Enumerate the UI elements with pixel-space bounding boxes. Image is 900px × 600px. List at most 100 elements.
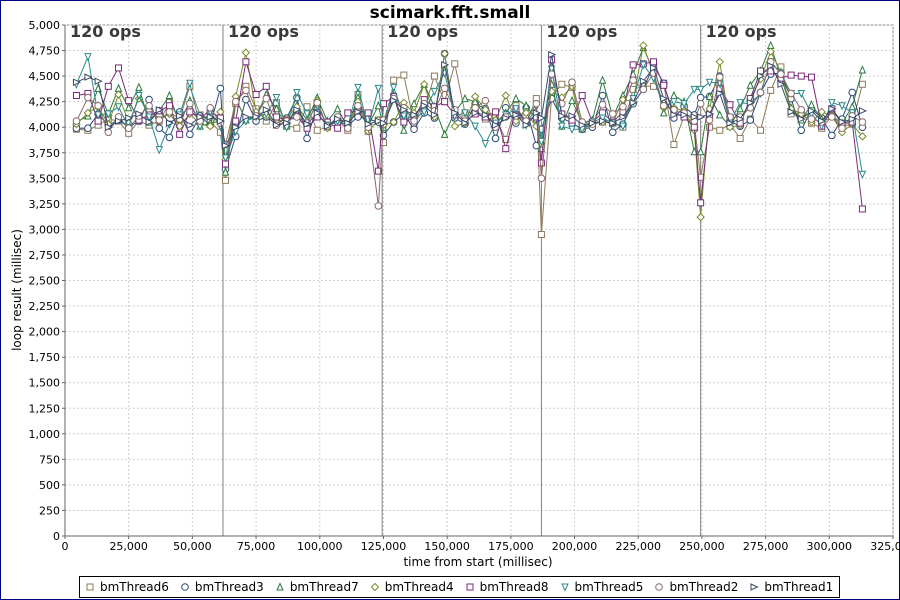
data-point [797, 126, 806, 135]
data-point [72, 117, 81, 125]
data-point [619, 102, 627, 111]
legend-item: bmThread6 [84, 580, 169, 594]
y-tick-label: 500 [39, 479, 60, 492]
data-point [420, 80, 429, 89]
data-point [502, 114, 511, 122]
legend-marker-icon [181, 583, 189, 591]
x-axis: 0 25,000 50,000 75,000 100,000 125,000 150,000… [62, 535, 900, 553]
data-point [619, 113, 628, 121]
data-point [512, 105, 520, 114]
data-point [481, 111, 491, 119]
data-point [440, 84, 449, 93]
phase-label: 120 ops [228, 22, 299, 41]
data-point [696, 93, 705, 102]
data-point [216, 84, 225, 93]
data-point [293, 106, 302, 114]
data-point [828, 105, 837, 113]
data-point [374, 202, 383, 210]
data-point [746, 116, 755, 124]
legend-item: bmThread2 [653, 580, 738, 594]
data-point [155, 116, 164, 124]
data-point [221, 167, 230, 176]
data-point [155, 146, 164, 155]
data-point [807, 73, 815, 81]
x-tick-label: 325,000 [870, 540, 900, 553]
data-point [481, 140, 490, 149]
data-point [736, 99, 744, 108]
data-point [313, 98, 322, 107]
data-point [537, 231, 545, 239]
data-point [705, 91, 714, 101]
data-point [588, 119, 598, 127]
data-point [293, 113, 301, 121]
legend-label: bmThread6 [100, 580, 169, 594]
data-point [858, 170, 867, 179]
data-point [145, 118, 154, 126]
data-point [757, 72, 766, 80]
data-point [858, 205, 866, 213]
data-point [175, 121, 184, 131]
data-point [598, 75, 607, 84]
y-tick-label: 250 [39, 504, 60, 517]
data-point [471, 122, 479, 131]
data-point [104, 110, 113, 119]
legend-item: bmThread7 [274, 580, 359, 594]
data-point [716, 126, 724, 134]
data-point [670, 98, 678, 107]
data-point [502, 145, 510, 153]
y-axis: 0 250 500 750 1,000 1,250 1,500 1,750 2,000 2,250… [29, 19, 66, 543]
data-point [176, 112, 185, 120]
data-point [568, 112, 577, 120]
data-point [135, 92, 143, 101]
data-point [639, 77, 649, 85]
data-point [599, 117, 608, 125]
data-point [828, 131, 836, 140]
data-point [186, 108, 194, 116]
data-point [558, 122, 566, 131]
data-point [354, 83, 362, 93]
data-point [221, 154, 230, 163]
data-point [390, 76, 398, 84]
data-point [838, 124, 846, 133]
data-point [379, 139, 387, 147]
data-point [430, 87, 439, 97]
x-tick-label: 150,000 [424, 540, 470, 553]
data-point [639, 61, 648, 70]
x-axis-label: time from start (millisec) [403, 555, 552, 569]
data-point [696, 85, 705, 95]
data-point [115, 64, 123, 72]
legend-item: bmThread5 [559, 580, 643, 594]
data-point [650, 64, 659, 72]
legend-marker-shape [750, 583, 760, 591]
data-point [124, 124, 133, 133]
data-point [736, 134, 744, 142]
legend-marker-icon [560, 583, 569, 592]
data-point [389, 83, 398, 93]
data-point [578, 121, 587, 129]
data-point [323, 122, 333, 130]
data-point [680, 100, 688, 109]
data-point [858, 118, 867, 126]
y-tick-label: 1,250 [29, 402, 61, 415]
data-point [858, 65, 867, 74]
data-point [501, 91, 510, 100]
data-point [716, 89, 725, 98]
y-tick-label: 3,000 [29, 223, 61, 236]
data-point [293, 88, 301, 98]
data-point [706, 123, 714, 131]
data-point [470, 92, 480, 101]
x-tick-label: 50,000 [173, 540, 212, 553]
data-point [410, 117, 418, 125]
data-point [629, 98, 638, 107]
data-point [115, 117, 124, 125]
data-point [252, 90, 260, 98]
data-point [155, 124, 164, 133]
legend-label: bmThread1 [764, 580, 834, 594]
y-tick-label: 5,000 [29, 19, 61, 32]
data-point [155, 106, 164, 114]
data-point [114, 90, 123, 99]
data-point [858, 107, 868, 115]
data-point [104, 82, 112, 90]
data-point [145, 113, 153, 122]
